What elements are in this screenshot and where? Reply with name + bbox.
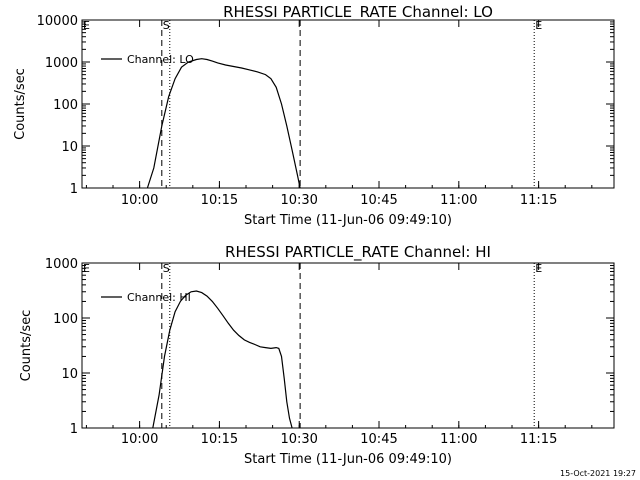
panel-1-marker-label: S bbox=[163, 19, 170, 32]
panel-2-x-tick-label: 10:15 bbox=[201, 432, 238, 447]
panel-2-x-tick-label: 10:00 bbox=[121, 432, 158, 447]
panel-2-plot-frame bbox=[81, 262, 615, 429]
panel-2-y-tick-label: 10 bbox=[61, 367, 78, 382]
panel-1-x-tick-label: 10:45 bbox=[360, 193, 397, 208]
panel-1-x-tick-label: 10:00 bbox=[121, 193, 158, 208]
panel-1-y-axis-title: Counts/sec bbox=[13, 68, 28, 140]
panel-2-x-tick-label: 11:00 bbox=[440, 432, 477, 447]
panel-2-x-tick-label: 10:30 bbox=[280, 432, 317, 447]
panel-2-y-tick-label: 1000 bbox=[45, 257, 78, 272]
panel-1-x-tick-label: 11:00 bbox=[440, 193, 477, 208]
panel-2-series-line bbox=[152, 290, 293, 428]
panel-1-x-tick-label: 11:15 bbox=[520, 193, 557, 208]
panel-1-chart-title: RHESSI PARTICLE_RATE Channel: LO bbox=[223, 3, 493, 22]
panel-2-marker-label: S bbox=[163, 262, 170, 275]
panel-1-y-tick-label: 1 bbox=[70, 182, 78, 197]
panel-2-marker-label: E bbox=[535, 262, 542, 275]
panel-1-x-axis-title: Start Time (11-Jun-06 09:49:10) bbox=[244, 213, 452, 228]
panel-1-marker-label: E bbox=[535, 19, 542, 32]
panel-2-chart-title: RHESSI PARTICLE_RATE Channel: HI bbox=[225, 243, 491, 262]
panel-2-legend-label: Channel: HI bbox=[127, 291, 191, 304]
panel-1-y-tick-label: 100 bbox=[53, 98, 78, 113]
panel-1-marker-label: E bbox=[83, 19, 90, 32]
panel-2-x-tick-label: 11:15 bbox=[520, 432, 557, 447]
timestamp-label: 15-Oct-2021 19:27 bbox=[560, 469, 636, 478]
panel-1-y-tick-label: 1000 bbox=[45, 56, 78, 71]
panel-1-x-tick-label: 10:30 bbox=[280, 193, 317, 208]
panel-2-y-tick-label: 100 bbox=[53, 312, 78, 327]
panel-1-legend-label: Channel: LO bbox=[127, 53, 194, 66]
panel-1-y-tick-label: 10000 bbox=[37, 14, 78, 29]
panel-1-series-line bbox=[146, 58, 301, 188]
panel-1-x-tick-label: 10:15 bbox=[201, 193, 238, 208]
panel-2-y-axis-title: Counts/sec bbox=[19, 310, 34, 382]
panel-2-x-axis-title: Start Time (11-Jun-06 09:49:10) bbox=[244, 452, 452, 467]
panel-2-x-tick-label: 10:45 bbox=[360, 432, 397, 447]
panel-2-y-tick-label: 1 bbox=[70, 422, 78, 437]
panel-2-marker-label: E bbox=[83, 262, 90, 275]
panel-1-y-tick-label: 10 bbox=[61, 140, 78, 155]
